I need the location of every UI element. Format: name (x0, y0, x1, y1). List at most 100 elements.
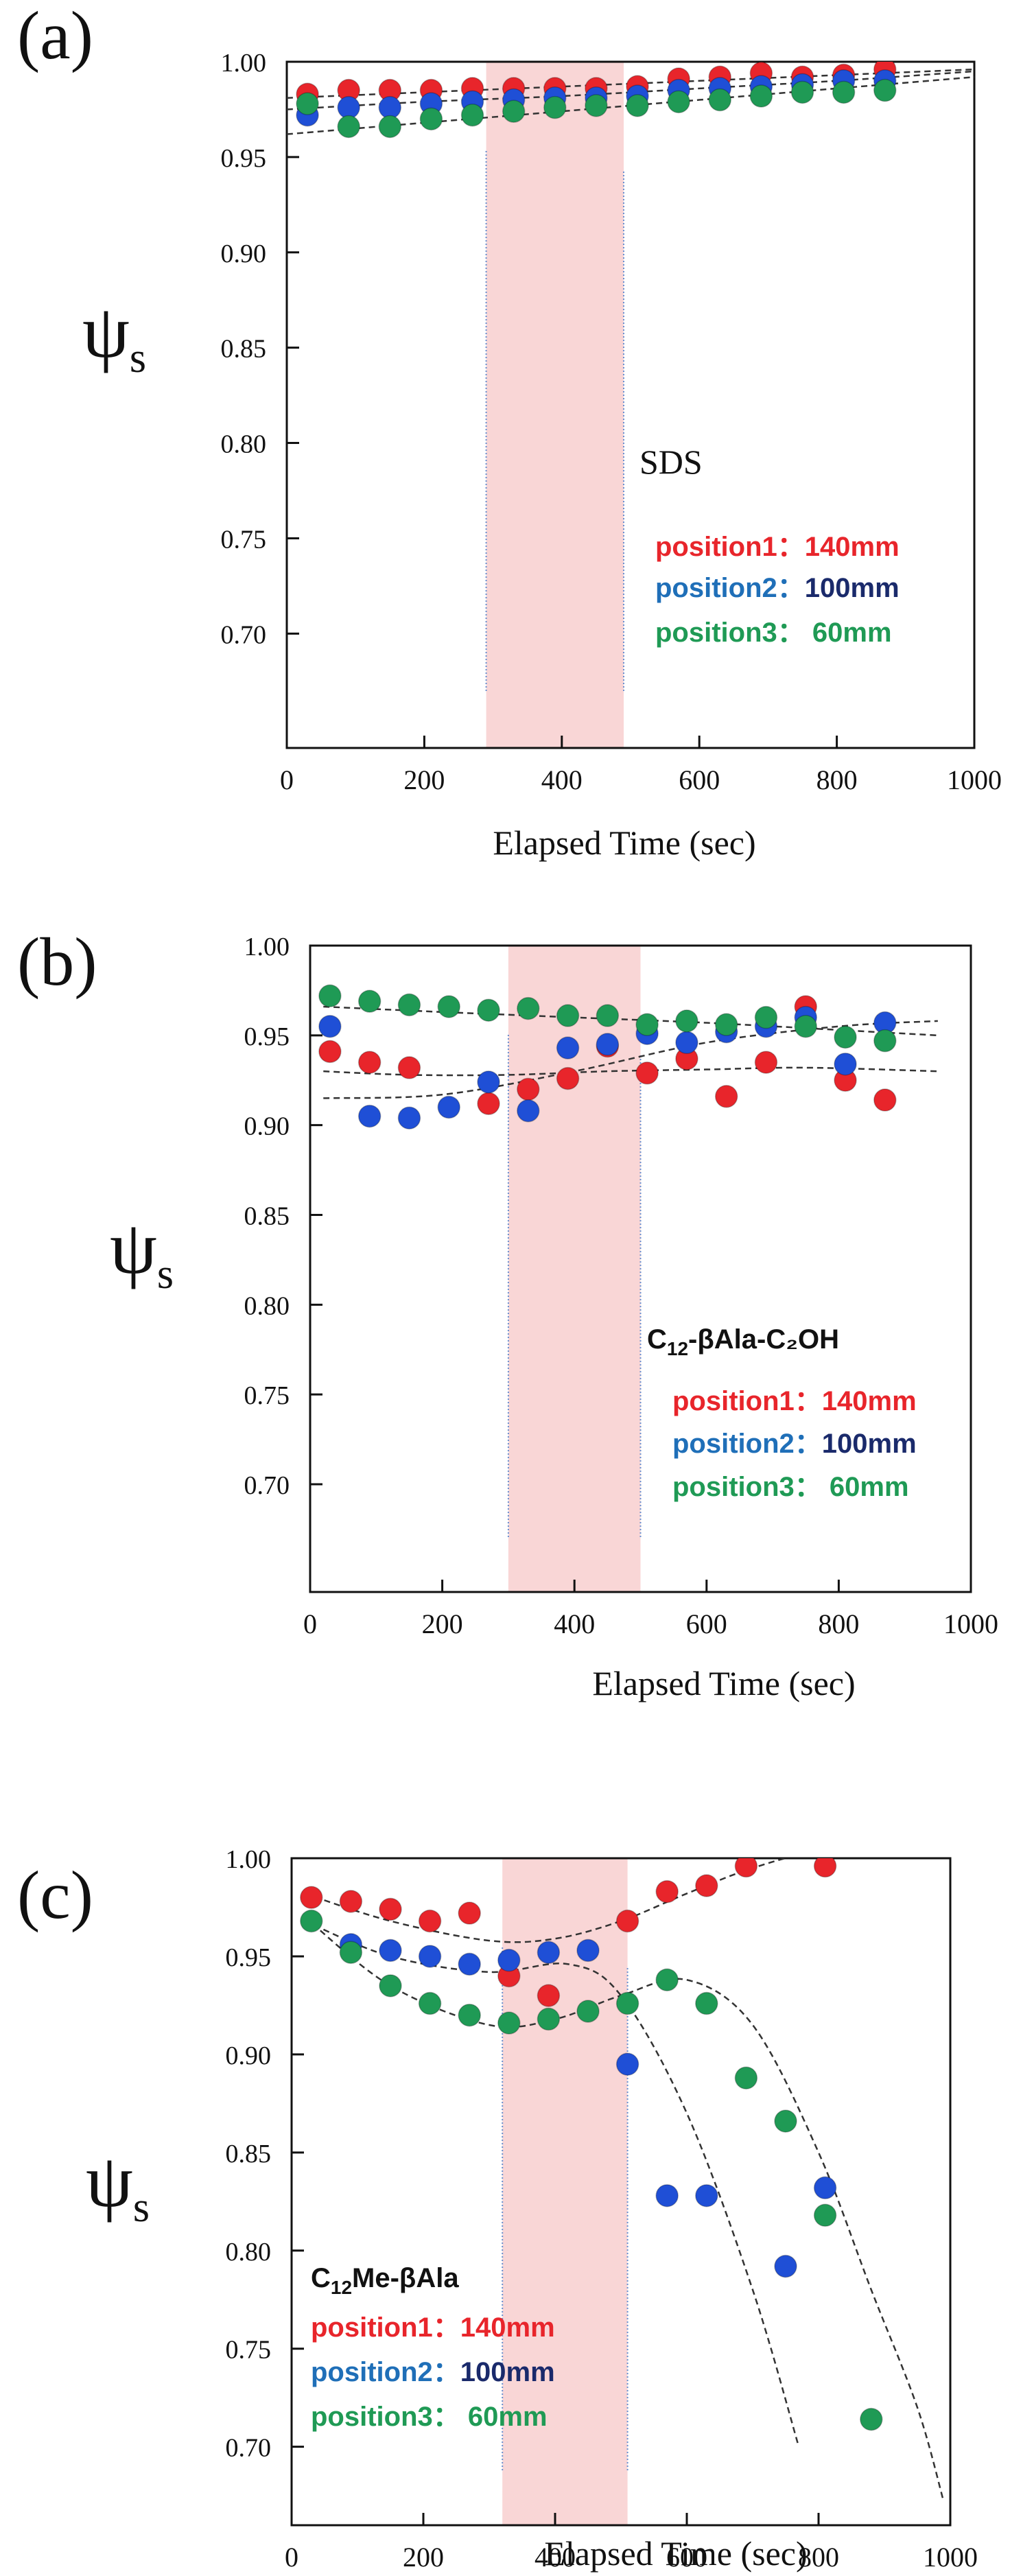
data-point-green (873, 78, 897, 102)
y-axis-symbol: ψ (82, 290, 130, 373)
data-point-green (477, 998, 500, 1022)
annotation-name: C (647, 1324, 667, 1355)
x-tick-label: 800 (798, 2542, 839, 2573)
data-point-green (834, 1025, 857, 1049)
y-tick-label: 0.90 (226, 2041, 272, 2070)
data-point-blue (397, 1106, 421, 1129)
data-point-green (318, 984, 342, 1008)
data-point-green (357, 990, 381, 1013)
data-point-red (635, 1062, 659, 1085)
data-point-green (860, 2407, 883, 2431)
legend-entry: position2：100mm (672, 1429, 917, 1459)
y-tick-label: 0.75 (244, 1381, 290, 1410)
y-tick-label: 0.90 (221, 239, 267, 268)
x-tick-label: 1000 (947, 764, 1002, 795)
legend-entry: position1：140mm (311, 2312, 555, 2343)
legend-entry: position2：100mm (311, 2357, 555, 2387)
legend-prefix: position1： (311, 2312, 460, 2343)
y-tick-label: 0.70 (221, 620, 267, 649)
data-point-green (754, 1005, 778, 1029)
data-point-blue (556, 1036, 580, 1059)
data-point-green (437, 995, 460, 1018)
y-tick-label: 0.80 (244, 1291, 290, 1320)
legend-value: 60mm (830, 1472, 909, 1502)
data-point-green (556, 1004, 580, 1027)
y-axis-label: ψs (82, 290, 146, 382)
data-point-blue (458, 1952, 481, 1976)
data-point-green (695, 1991, 718, 2015)
x-tick-label: 0 (285, 2542, 298, 2573)
fit-curve-green (323, 1005, 938, 1037)
x-tick-label: 200 (422, 1608, 463, 1639)
data-point-red (813, 1858, 837, 1878)
legend-value: 100mm (805, 573, 900, 603)
plot-area (287, 62, 974, 139)
y-tick-label: 0.95 (221, 144, 267, 173)
x-axis-label: Elapsed Time (sec) (544, 2534, 807, 2573)
data-point-green (537, 2007, 561, 2031)
plot-frame (309, 944, 972, 1593)
plot-frame (285, 60, 976, 749)
data-point-green (378, 115, 402, 139)
panel-label: (c) (17, 1857, 93, 1933)
data-point-blue (615, 2052, 639, 2076)
y-tick-label: 0.75 (221, 525, 267, 554)
data-point-blue (357, 1104, 381, 1128)
annotation-name: C (311, 2263, 331, 2293)
data-point-blue (774, 2254, 797, 2278)
data-point-blue (379, 1939, 402, 1963)
x-tick-label: 1000 (923, 2542, 978, 2573)
y-tick-label: 0.85 (244, 1202, 290, 1231)
legend-value: 140mm (805, 532, 900, 562)
data-point-green (832, 80, 856, 104)
legend-prefix: position1： (655, 532, 805, 562)
data-point-green (497, 2011, 521, 2035)
plot-area (300, 1858, 945, 2503)
chart-panel-1: 1.00 0.95 0.90 0.85 0.80 0.75 0.70 0 200 400 600 80… (17, 0, 1002, 862)
data-point-red (517, 1077, 540, 1101)
annotation-compound: C12Me-βAla (311, 2263, 459, 2298)
data-point-red (418, 1909, 442, 1933)
y-axis-label: ψs (110, 1206, 174, 1298)
data-point-red (734, 1858, 758, 1878)
data-point-green (502, 99, 526, 123)
legend-prefix: position3： (672, 1472, 830, 1502)
x-tick-label: 600 (686, 1608, 727, 1639)
data-point-green (543, 95, 567, 119)
highlight-band (486, 62, 624, 748)
annotation-tail: Me-βAla (352, 2263, 459, 2293)
data-point-green (596, 1004, 620, 1027)
data-point-green (300, 1909, 323, 1933)
data-point-green (667, 90, 690, 114)
chart-panel-3: 1.00 0.95 0.90 0.85 0.80 0.75 0.70 0 200 400 600 80… (17, 1845, 978, 2573)
data-point-red (379, 1897, 402, 1921)
legend-entry: position2：100mm (655, 573, 900, 603)
data-point-green (873, 1029, 897, 1053)
annotation-compound: SDS (639, 443, 703, 481)
data-point-red (339, 1890, 363, 1913)
data-point-green (813, 2203, 837, 2227)
y-tick-label: 0.70 (226, 2434, 272, 2463)
data-point-green (615, 1991, 639, 2015)
data-point-green (460, 104, 484, 127)
plot-frame (290, 1857, 952, 2527)
data-point-green (418, 1991, 442, 2015)
legend-prefix: position2： (655, 573, 805, 603)
legend-value: 60mm (468, 2402, 548, 2432)
data-point-blue (576, 1939, 600, 1963)
data-point-red (655, 1880, 679, 1904)
annotation-tail: -βAla-C₂OH (688, 1324, 839, 1355)
data-point-red (714, 1085, 738, 1108)
y-axis-label: ψs (86, 2139, 150, 2231)
data-point-green (635, 1013, 659, 1036)
data-point-blue (437, 1095, 460, 1119)
data-point-red (477, 1092, 500, 1116)
fit-curve-blue (323, 1020, 938, 1099)
y-tick-label: 0.90 (244, 1112, 290, 1141)
data-point-red (754, 1051, 778, 1074)
data-point-red (318, 1040, 342, 1064)
y-axis-symbol: ψ (86, 2139, 133, 2223)
legend-entry: position1：140mm (655, 532, 900, 562)
data-point-red (537, 1984, 561, 2007)
